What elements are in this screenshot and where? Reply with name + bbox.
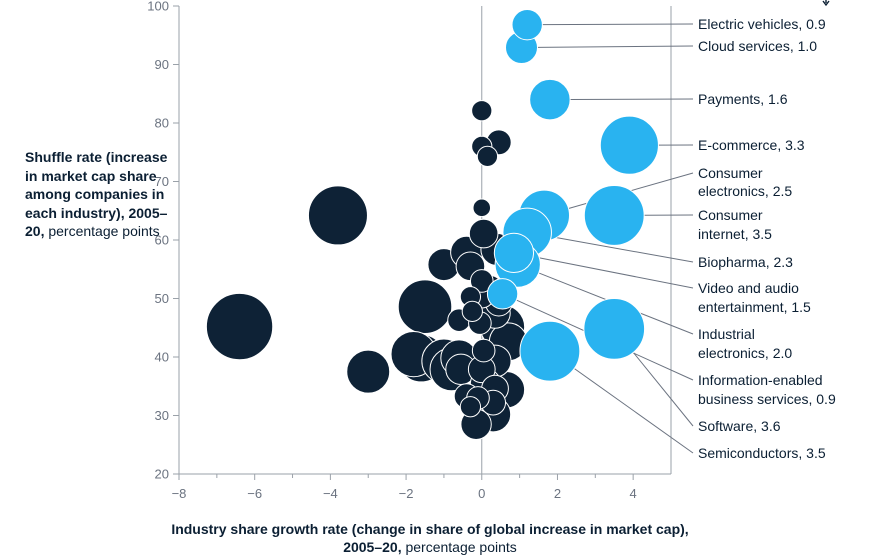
industry-bubble — [462, 301, 482, 321]
leader-line — [633, 352, 693, 426]
y-tick-label: 50 — [155, 291, 169, 306]
leader-line — [574, 369, 693, 453]
arrow-down-icon — [823, 0, 829, 5]
industry-bubble — [472, 101, 492, 121]
leader-line — [538, 46, 693, 47]
industry-bubble — [308, 186, 367, 245]
x-axis-title-unit: percentage points — [405, 539, 516, 555]
industry-bubble — [206, 293, 272, 359]
leader-line — [570, 99, 693, 100]
industry-bubble — [347, 350, 390, 393]
y-tick-label: 80 — [155, 116, 169, 131]
annotation-labels: Electric vehicles, 0.9 Cloud services, 1.… — [698, 16, 836, 461]
y-tick-label: 90 — [155, 57, 169, 72]
leader-line — [533, 257, 693, 288]
x-tick-label: −8 — [172, 486, 187, 501]
y-axis-title: Shuffle rate (increase in market cap sha… — [25, 148, 175, 241]
industry-bubble — [472, 339, 495, 362]
other-industry-bubbles — [206, 101, 527, 440]
x-tick-label: 4 — [630, 486, 637, 501]
annotation-label: Software, 3.6 — [698, 418, 781, 434]
industry-bubble — [469, 219, 498, 248]
highlighted-bubble — [584, 299, 645, 360]
highlighted-bubble — [494, 233, 533, 272]
annotation-label: Cloud services, 1.0 — [698, 38, 817, 54]
y-axis-title-unit: percentage points — [48, 223, 159, 239]
leader-line — [542, 24, 693, 25]
industry-bubble — [398, 280, 452, 334]
x-tick-label: −4 — [323, 486, 338, 501]
highlighted-bubble — [487, 279, 517, 309]
y-tick-label: 20 — [155, 467, 169, 482]
annotation-label: Semiconductors, 3.5 — [698, 445, 826, 461]
industry-bubble — [460, 397, 480, 417]
x-tick-label: 0 — [478, 486, 485, 501]
industry-bubble — [477, 146, 497, 166]
highlighted-bubble — [520, 321, 580, 381]
highlighted-bubble — [512, 10, 542, 40]
y-tick-label: 30 — [155, 408, 169, 423]
industry-bubble — [473, 199, 491, 217]
highlighted-bubble — [600, 116, 658, 174]
chart-grid — [173, 6, 671, 480]
highlighted-bubble — [584, 185, 644, 245]
annotation-label: E-commerce, 3.3 — [698, 137, 805, 153]
highlighted-bubble — [530, 79, 570, 119]
annotation-label: Payments, 1.6 — [698, 91, 788, 107]
x-tick-label: −2 — [399, 486, 414, 501]
annotation-label: Biopharma, 2.3 — [698, 254, 793, 270]
x-tick-label: −6 — [247, 486, 262, 501]
y-tick-label: 100 — [147, 0, 169, 14]
x-tick-label: 2 — [554, 486, 561, 501]
annotation-label: Electric vehicles, 0.9 — [698, 16, 826, 32]
y-tick-label: 40 — [155, 350, 169, 365]
